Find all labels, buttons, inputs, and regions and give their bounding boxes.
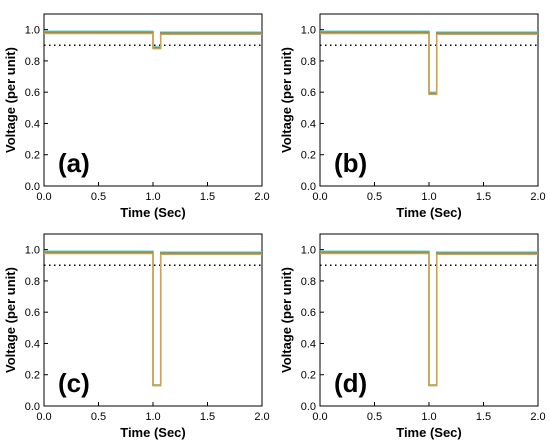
- panel-0: 0.0 0.5 1.0 1.5 2.0 0.0 0.2 0.4 0.6 0.8 1.0 Time (S…: [3, 13, 270, 220]
- x-axis-title: Time (Sec): [120, 425, 186, 440]
- series-line-0: [44, 30, 262, 48]
- y-tick-label: 1.0: [25, 25, 40, 37]
- y-tick-label: 0.4: [25, 338, 40, 350]
- x-tick-label: 0.0: [36, 411, 51, 423]
- y-tick-label: 1.0: [301, 25, 316, 37]
- x-tick-label: 1.0: [145, 411, 160, 423]
- x-tick-label: 0.5: [367, 411, 382, 423]
- panel-label: (c): [58, 368, 90, 398]
- y-tick-label: 0.4: [25, 118, 40, 130]
- series-line-1: [320, 31, 538, 94]
- y-tick-label: 0.2: [25, 370, 40, 382]
- y-axis-title: Voltage (per unit): [3, 267, 18, 373]
- panel-label: (a): [58, 148, 90, 178]
- series-line-3: [44, 32, 262, 50]
- y-tick-label: 0.6: [301, 307, 316, 319]
- y-tick-label: 0.0: [301, 181, 316, 193]
- y-tick-label: 0.0: [301, 401, 316, 413]
- series-line-0: [320, 30, 538, 93]
- series-line-1: [44, 31, 262, 49]
- y-tick-label: 0.8: [25, 276, 40, 288]
- y-tick-label: 1.0: [301, 245, 316, 257]
- x-tick-label: 0.5: [91, 191, 106, 203]
- panel-2: 0.0 0.5 1.0 1.5 2.0 0.0 0.2 0.4 0.6 0.8 1.0 Time (S…: [3, 233, 270, 440]
- panel-1: 0.0 0.5 1.0 1.5 2.0 0.0 0.2 0.4 0.6 0.8 1.0 Time (S…: [279, 13, 546, 220]
- x-tick-label: 1.0: [421, 191, 436, 203]
- x-tick-label: 2.0: [530, 191, 545, 203]
- y-axis-title: Voltage (per unit): [3, 47, 18, 153]
- y-axis-title: Voltage (per unit): [279, 267, 294, 373]
- y-tick-label: 0.0: [25, 401, 40, 413]
- y-tick-label: 0.4: [301, 338, 316, 350]
- y-tick-label: 0.8: [25, 56, 40, 68]
- x-tick-label: 2.0: [254, 411, 269, 423]
- x-tick-label: 0.0: [312, 191, 327, 203]
- x-tick-label: 0.0: [36, 191, 51, 203]
- y-tick-label: 0.6: [25, 87, 40, 99]
- y-tick-label: 0.6: [25, 307, 40, 319]
- y-tick-label: 0.6: [301, 87, 316, 99]
- panel-3: 0.0 0.5 1.0 1.5 2.0 0.0 0.2 0.4 0.6 0.8 1.0 Time (S…: [279, 233, 546, 440]
- x-tick-label: 2.0: [254, 191, 269, 203]
- x-tick-label: 1.5: [200, 191, 215, 203]
- series-line-3: [320, 252, 538, 387]
- x-tick-label: 1.5: [200, 411, 215, 423]
- x-tick-label: 2.0: [530, 411, 545, 423]
- y-axis-title: Voltage (per unit): [279, 47, 294, 153]
- x-axis-title: Time (Sec): [396, 205, 462, 220]
- x-axis-title: Time (Sec): [120, 205, 186, 220]
- y-tick-label: 0.0: [25, 181, 40, 193]
- y-tick-label: 0.8: [301, 56, 316, 68]
- x-tick-label: 1.0: [145, 191, 160, 203]
- x-tick-label: 1.5: [476, 191, 491, 203]
- y-tick-label: 0.2: [25, 150, 40, 162]
- x-tick-label: 0.5: [91, 411, 106, 423]
- y-tick-label: 1.0: [25, 245, 40, 257]
- series-line-3: [320, 32, 538, 96]
- y-tick-label: 0.2: [301, 370, 316, 382]
- series-line-3: [44, 252, 262, 387]
- x-tick-label: 0.0: [312, 411, 327, 423]
- x-tick-label: 1.0: [421, 411, 436, 423]
- y-tick-label: 0.2: [301, 150, 316, 162]
- x-tick-label: 0.5: [367, 191, 382, 203]
- x-axis-title: Time (Sec): [396, 425, 462, 440]
- panel-label: (d): [334, 368, 367, 398]
- panel-label: (b): [334, 148, 367, 178]
- y-tick-label: 0.8: [301, 276, 316, 288]
- y-tick-label: 0.4: [301, 118, 316, 130]
- x-tick-label: 1.5: [476, 411, 491, 423]
